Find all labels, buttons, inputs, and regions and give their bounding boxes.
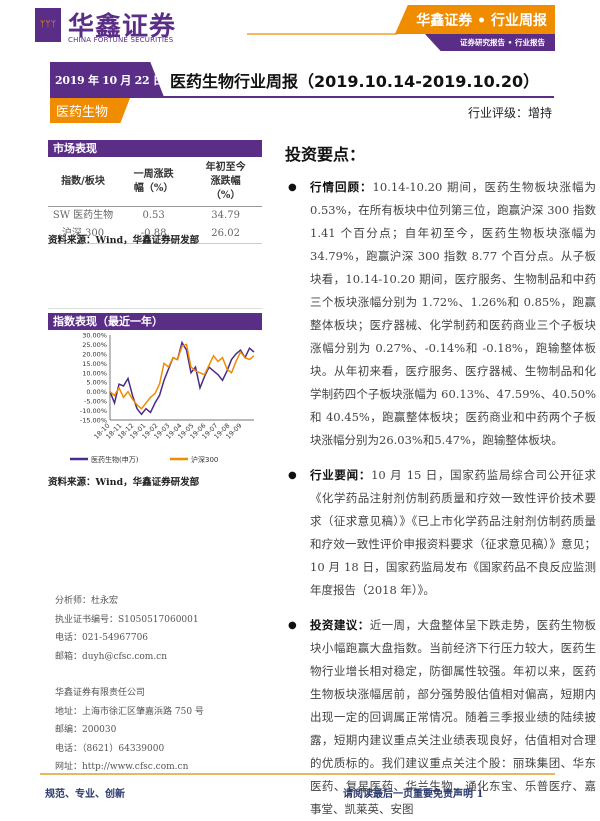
bullet-icon: ● — [288, 620, 297, 631]
y-tick-label: -15.00% — [80, 417, 107, 425]
divider — [48, 308, 262, 309]
market-table: 指数/板块 一周涨跌幅（%） 年初至今涨跌幅（%） SW 医药生物 0.53 34.79… — [48, 158, 262, 244]
text: 10 月 15 日，国家药监局综合司公开征求《化学药品注射剂仿制药质量和疗效一致… — [310, 468, 597, 597]
market-review: ● 行情回顾：10.14-10.20 期间，医药生物板块涨幅为 0.53%，在所有… — [288, 176, 597, 452]
analyst-email[interactable]: 邮箱：duyh@cfsc.com.cn — [55, 651, 168, 662]
y-tick-label: 30.00% — [82, 332, 107, 340]
analyst-name: 分析师：杜永宏 — [55, 596, 119, 606]
logo-text: 华鑫证券 — [68, 12, 177, 42]
key-points-list: ● 行情回顾：10.14-10.20 期间，医药生物板块涨幅为 0.53%，在所有… — [288, 176, 597, 821]
y-tick-label: -10.00% — [80, 407, 107, 415]
cell: 34.79 — [211, 210, 240, 221]
table-row: 沪深 300 -0.88 26.02 — [48, 225, 262, 244]
y-tick-label: 10.00% — [82, 369, 107, 377]
company-phone: 电话：（8621）64339000 — [55, 743, 165, 754]
footer-divider — [40, 773, 555, 775]
cell: SW 医药生物 — [52, 210, 114, 221]
header-banner: 华鑫证券 • 行业周报 — [395, 5, 555, 34]
cell: 0.53 — [142, 210, 165, 221]
investment-advice: ● 投资建议：近一周，大盘整体呈下跌走势，医药生物板块小幅跑赢大盘指数。当前经济下… — [288, 614, 597, 821]
y-tick-label: 20.00% — [82, 350, 107, 358]
chart-source: 资料来源：Wind，华鑫证券研发部 — [48, 477, 200, 488]
industry-rating: 行业评级：增持 — [467, 106, 552, 120]
footer-disclaimer: 请阅读最后一页重要免责声明 1 — [343, 789, 484, 800]
company-website[interactable]: 网址：http://www.cfsc.com.cn — [55, 762, 189, 772]
column-header: 指数/板块 — [48, 158, 118, 207]
cell: 沪深 300 — [48, 225, 118, 244]
text: 10.14-10.20 期间，医药生物板块涨幅为 0.53%，在所有板块中位列第… — [310, 180, 597, 447]
label: 行业要闻： — [310, 468, 372, 482]
logo-icon: ᛘᛘᛘ — [35, 8, 61, 42]
label: 行情回顾： — [310, 180, 373, 194]
sector-tag: 医药生物 — [50, 98, 130, 123]
y-tick-label: 25.00% — [82, 341, 107, 349]
legend-label: 沪深300 — [191, 455, 218, 464]
header-divider — [247, 33, 397, 35]
report-date: 2019 年 10 月 22 日 — [50, 62, 164, 97]
text: 近一周，大盘整体呈下跌走势，医药生物板块小幅跑赢大盘指数。当前经济下行压力较大，… — [310, 618, 597, 816]
cell: -0.88 — [118, 225, 190, 244]
legend-label: 医药生物(申万) — [91, 455, 139, 464]
index-chart: 30.00%25.00%20.00% 15.00%10.00% 5.00%0.00%… — [70, 332, 255, 464]
market-section-title: 市场表现 — [48, 140, 262, 157]
logo-subtext: CHINA FORTUNE SECURITIES — [68, 36, 174, 44]
table-source: 资料来源：Wind，华鑫证券研发部 — [48, 235, 200, 246]
series-line — [109, 340, 255, 416]
page-title: 医药生物行业周报（2019.10.14-2019.10.20） — [170, 72, 540, 91]
company-name: 华鑫证券有限责任公司 — [55, 688, 146, 698]
analyst-info: 分析师：杜永宏 执业证书编号：S1050517060001 电话：021-549… — [55, 592, 199, 666]
series-line — [109, 343, 255, 410]
chart-section-title: 指数表现（最近一年） — [48, 313, 262, 330]
y-tick-label: 15.00% — [82, 360, 107, 368]
license-number: 执业证书编号：S1050517060001 — [55, 614, 199, 625]
table-row: SW 医药生物 0.53 34.79 — [48, 207, 262, 226]
key-points-title: 投资要点： — [285, 145, 366, 164]
column-header: 一周涨跌幅（%） — [118, 158, 190, 207]
cell: 26.02 — [189, 225, 262, 244]
company-info: 华鑫证券有限责任公司 地址：上海市徐汇区肇嘉浜路 750 号 邮编：200030… — [55, 684, 204, 777]
y-tick-label: 0.00% — [86, 388, 107, 396]
title-divider — [50, 96, 554, 98]
company-address: 地址：上海市徐汇区肇嘉浜路 750 号 — [55, 706, 204, 717]
industry-news: ● 行业要闻：10 月 15 日，国家药监局综合司公开征求《化学药品注射剂仿制药质… — [288, 464, 597, 602]
column-header: 年初至今涨跌幅（%） — [189, 158, 262, 207]
bullet-icon: ● — [288, 182, 297, 193]
header-subbanner: 证券研究报告 • 行业报告 — [425, 34, 555, 51]
label: 投资建议： — [310, 618, 370, 632]
footer-slogan: 规范、专业、创新 — [45, 789, 125, 800]
company-postcode: 邮编：200030 — [55, 725, 117, 735]
bullet-icon: ● — [288, 470, 297, 481]
y-tick-label: 5.00% — [86, 379, 107, 387]
analyst-phone: 电话：021-54967706 — [55, 633, 149, 643]
y-tick-label: -5.00% — [84, 398, 107, 406]
